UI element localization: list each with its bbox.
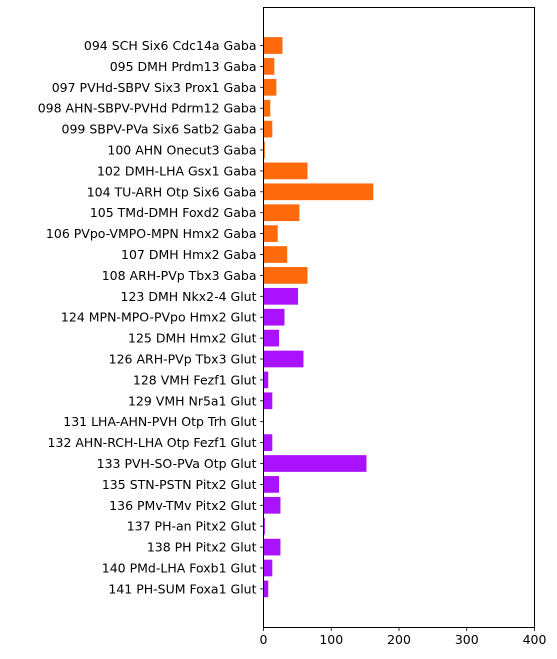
y-tick-label: 102 DMH-LHA Gsx1 Gaba	[97, 163, 257, 178]
bar	[263, 141, 265, 159]
bar	[263, 392, 273, 410]
bar	[263, 204, 300, 222]
y-tick-label: 133 PVH-SO-PVa Otp Glut	[97, 456, 257, 471]
y-tick-label: 129 VMH Nr5a1 Glut	[128, 393, 257, 408]
plot-frame	[263, 7, 535, 628]
y-tick-label: 106 PVpo-VMPO-MPN Hmx2 Gaba	[46, 226, 257, 241]
y-tick-label: 140 PMd-LHA Foxb1 Glut	[102, 561, 257, 576]
x-tick-label: 200	[387, 632, 411, 647]
y-tick-label: 095 DMH Prdm13 Gaba	[110, 59, 257, 74]
bar	[263, 287, 299, 305]
y-tick-label: 123 DMH Nkx2-4 Glut	[121, 289, 257, 304]
bar	[263, 267, 308, 284]
bar	[263, 120, 273, 138]
y-tick-label: 138 PH Pitx2 Glut	[147, 540, 257, 555]
y-tick-label: 135 STN-PSTN Pitx2 Glut	[102, 477, 257, 492]
x-ticks: 0 100 200 300 400	[260, 627, 547, 647]
x-tick-label: 0	[260, 632, 268, 647]
y-tick-label: 131 LHA-AHN-PVH Otp Trh Glut	[63, 414, 256, 429]
y-tick-label: 108 ARH-PVp Tbx3 Gaba	[102, 268, 257, 283]
bar	[263, 78, 277, 96]
y-tick-label: 097 PVHd-SBPV Six3 Prox1 Gaba	[52, 80, 257, 95]
bar	[263, 538, 281, 556]
y-tick-label: 128 VMH Fezf1 Glut	[133, 372, 257, 387]
y-tick-label: 136 PMv-TMv Pitx2 Glut	[109, 498, 256, 513]
x-tick-label: 400	[523, 632, 547, 647]
bar	[263, 455, 367, 472]
bar	[263, 225, 278, 242]
bar	[263, 580, 269, 598]
y-tick-label: 126 ARH-PVp Tbx3 Glut	[109, 352, 257, 367]
y-tick-label: 137 PH-an Pitx2 Glut	[127, 519, 257, 534]
y-tick-label: 141 PH-SUM Foxa1 Glut	[108, 581, 256, 596]
y-tick-label: 104 TU-ARH Otp Six6 Gaba	[87, 184, 257, 199]
bar	[263, 371, 269, 389]
bar	[263, 559, 273, 577]
bar	[263, 246, 288, 263]
y-tick-labels: 094 SCH Six6 Cdc14a Gaba 095 DMH Prdm13 G…	[38, 38, 264, 596]
y-tick-label: 098 AHN-SBPV-PVHd Pdrm12 Gaba	[38, 101, 257, 116]
bar	[263, 37, 283, 54]
bar	[263, 308, 285, 326]
bar	[263, 183, 374, 201]
y-tick-label: 099 SBPV-PVa Six6 Satb2 Gaba	[62, 122, 257, 137]
bar	[263, 434, 273, 451]
bar	[263, 162, 308, 180]
bar	[263, 58, 275, 75]
bar	[263, 99, 271, 117]
y-tick-label: 094 SCH Six6 Cdc14a Gaba	[84, 38, 257, 53]
x-tick-label: 300	[455, 632, 479, 647]
y-tick-label: 107 DMH Hmx2 Gaba	[121, 247, 256, 262]
x-tick-label: 100	[319, 632, 343, 647]
bar	[263, 350, 304, 368]
bar	[263, 496, 281, 514]
y-tick-label: 105 TMd-DMH Foxd2 Gaba	[90, 205, 257, 220]
y-tick-label: 132 AHN-RCH-LHA Otp Fezf1 Glut	[48, 435, 257, 450]
bar	[263, 329, 280, 347]
bars-group	[263, 37, 374, 598]
y-tick-label: 125 DMH Hmx2 Glut	[128, 331, 257, 346]
y-tick-label: 100 AHN Onecut3 Gaba	[107, 143, 256, 158]
bar	[263, 517, 265, 535]
y-tick-label: 124 MPN-MPO-PVpo Hmx2 Glut	[61, 310, 257, 325]
bar	[263, 476, 280, 493]
